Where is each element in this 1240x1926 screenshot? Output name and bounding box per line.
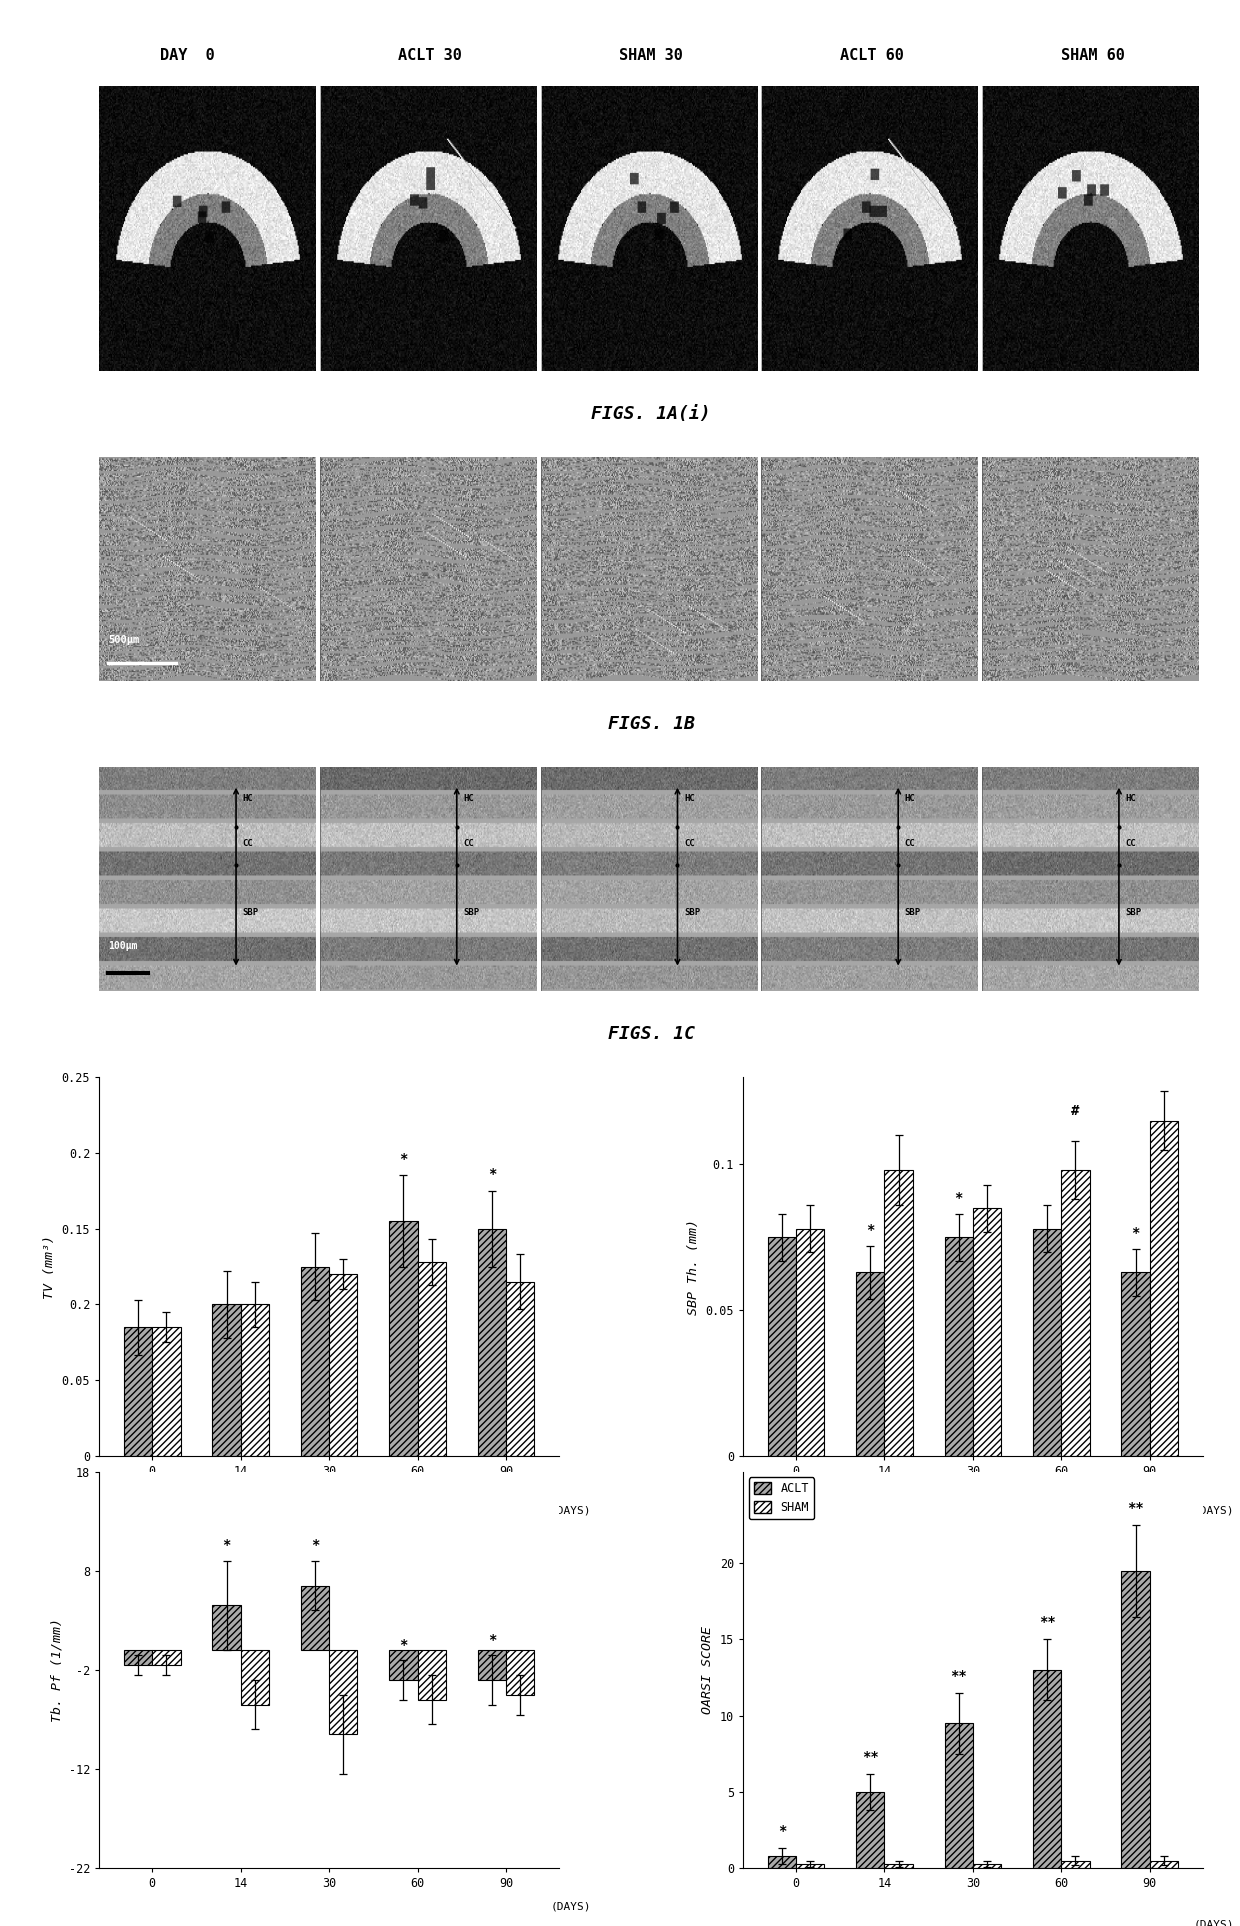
Bar [153, 1651, 181, 1664]
Text: **: ** [862, 1749, 879, 1764]
Text: **: ** [1127, 1500, 1145, 1516]
Bar [418, 1651, 446, 1699]
Bar [973, 1208, 1001, 1456]
Text: FIGS. 1A(ii): FIGS. 1A(ii) [264, 1539, 394, 1558]
Bar [1033, 1670, 1061, 1868]
Bar [945, 1236, 973, 1456]
Bar [884, 1864, 913, 1868]
Bar [329, 1275, 357, 1456]
Text: SBP: SBP [1126, 907, 1142, 917]
Text: FIGS. 1C: FIGS. 1C [608, 1025, 694, 1042]
Text: CC: CC [684, 838, 694, 847]
Bar [212, 1304, 241, 1456]
Text: HC: HC [1126, 794, 1136, 803]
Text: HC: HC [464, 794, 474, 803]
Text: *: * [866, 1223, 874, 1236]
Text: ACLT 30: ACLT 30 [398, 48, 463, 64]
Bar [945, 1724, 973, 1868]
Bar [768, 1236, 796, 1456]
Text: (DAYS): (DAYS) [551, 1506, 590, 1516]
Text: (DAYS): (DAYS) [1194, 1506, 1235, 1516]
Text: *: * [399, 1152, 408, 1165]
Bar [477, 1651, 506, 1679]
Bar [389, 1651, 418, 1679]
Bar [477, 1229, 506, 1456]
Text: **: ** [950, 1668, 967, 1683]
Bar [768, 1857, 796, 1868]
Text: SHAM 60: SHAM 60 [1060, 48, 1125, 64]
Text: *: * [487, 1167, 496, 1181]
Text: SBP: SBP [905, 907, 921, 917]
Text: ACLT 60: ACLT 60 [839, 48, 904, 64]
Text: HC: HC [243, 794, 253, 803]
Text: *: * [399, 1637, 408, 1653]
Text: (DAYS): (DAYS) [551, 1903, 590, 1913]
Text: *: * [955, 1190, 963, 1204]
Bar [329, 1651, 357, 1733]
Bar [153, 1327, 181, 1456]
Text: CC: CC [1126, 838, 1136, 847]
Text: **: ** [1039, 1616, 1055, 1629]
Bar [1149, 1121, 1178, 1456]
Bar [1121, 1572, 1149, 1868]
Bar [1033, 1229, 1061, 1456]
Bar [418, 1262, 446, 1456]
Text: CC: CC [905, 838, 915, 847]
Text: DAY  0: DAY 0 [160, 48, 215, 64]
Bar [241, 1304, 269, 1456]
Text: FIGS. 1A(i): FIGS. 1A(i) [591, 404, 711, 424]
Text: *: * [487, 1633, 496, 1647]
Bar [506, 1651, 534, 1695]
Bar [301, 1585, 329, 1651]
Bar [856, 1791, 884, 1868]
Bar [124, 1327, 153, 1456]
Bar [796, 1229, 825, 1456]
Bar [1121, 1273, 1149, 1456]
Bar [241, 1651, 269, 1705]
Text: CC: CC [243, 838, 253, 847]
Bar [1149, 1861, 1178, 1868]
Y-axis label: Tb. Pf (1/mm): Tb. Pf (1/mm) [51, 1618, 63, 1722]
Text: FIGS. 1B: FIGS. 1B [608, 715, 694, 734]
Text: SBP: SBP [684, 907, 701, 917]
Bar [884, 1171, 913, 1456]
Text: *: * [222, 1539, 231, 1552]
Bar [389, 1221, 418, 1456]
Legend: ACLT, SHAM: ACLT, SHAM [749, 1477, 813, 1520]
Text: *: * [777, 1824, 786, 1839]
Text: *: * [1131, 1225, 1140, 1240]
Text: HC: HC [905, 794, 915, 803]
Text: HC: HC [684, 794, 694, 803]
Text: SBP: SBP [243, 907, 259, 917]
Text: FIGS. 1A(iii): FIGS. 1A(iii) [903, 1539, 1044, 1558]
Bar [124, 1651, 153, 1664]
Y-axis label: SBP Th. (mm): SBP Th. (mm) [687, 1219, 699, 1315]
Bar [1061, 1171, 1090, 1456]
Text: #: # [1071, 1104, 1080, 1119]
Text: 500μm: 500μm [108, 636, 139, 645]
Text: CC: CC [464, 838, 474, 847]
Bar [301, 1267, 329, 1456]
Text: *: * [311, 1539, 319, 1552]
Text: (DAYS): (DAYS) [1194, 1920, 1235, 1926]
Bar [506, 1281, 534, 1456]
Y-axis label: TV (mm³): TV (mm³) [43, 1235, 56, 1298]
Text: SHAM 30: SHAM 30 [619, 48, 683, 64]
Bar [212, 1606, 241, 1651]
Bar [796, 1864, 825, 1868]
Text: SBP: SBP [464, 907, 480, 917]
Text: 100μm: 100μm [108, 940, 138, 951]
Bar [856, 1273, 884, 1456]
Bar [1061, 1861, 1090, 1868]
Y-axis label: OARSI SCORE: OARSI SCORE [701, 1626, 714, 1714]
Bar [973, 1864, 1001, 1868]
